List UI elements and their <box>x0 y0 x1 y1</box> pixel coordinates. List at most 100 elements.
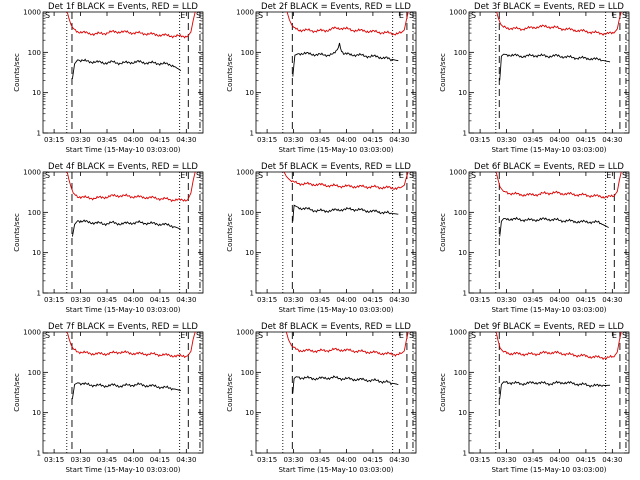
chart-title: Det 6f BLACK = Events, RED = LLD <box>474 162 624 172</box>
chart-panel-1: Det 1f BLACK = Events, RED = LLD 1 10 100 10… <box>13 2 204 154</box>
x-tick-label: 04:00 <box>123 456 143 464</box>
x-tick-label: 03:15 <box>257 136 277 144</box>
series-line-lld <box>495 171 622 199</box>
series-line-events <box>292 375 399 394</box>
series-line-lld <box>286 11 409 36</box>
y-axis-label: Counts/sec <box>226 213 234 252</box>
y-tick-label: 100 <box>454 209 467 217</box>
series-events <box>499 380 611 399</box>
y-tick-label: 1 <box>250 450 254 458</box>
y-tick-label: 100 <box>241 49 254 57</box>
chart-title: Det 3f BLACK = Events, RED = LLD <box>474 2 624 12</box>
x-tick-label: 03:30 <box>496 136 516 144</box>
start-marker-right: S <box>409 171 414 180</box>
series-lld <box>495 331 622 361</box>
chart-title: Det 1f BLACK = Events, RED = LLD <box>48 2 198 12</box>
x-tick-label: 03:45 <box>310 296 330 304</box>
x-tick-label: 04:00 <box>549 136 569 144</box>
x-tick-label: 04:15 <box>150 296 170 304</box>
series-events <box>71 58 182 79</box>
y-tick-label: 1 <box>250 290 254 298</box>
chart-title: Det 8f BLACK = Events, RED = LLD <box>261 322 411 332</box>
x-tick-label: 04:15 <box>576 456 596 464</box>
start-marker: S <box>258 331 263 340</box>
x-tick-label: 04:30 <box>389 296 409 304</box>
series-events <box>292 42 399 77</box>
x-axis-label: Start Time (15-May-10 03:03:00) <box>491 466 606 474</box>
start-marker: S <box>471 11 476 20</box>
x-tick-label: 03:30 <box>70 136 90 144</box>
end-marker: E <box>399 11 404 20</box>
y-axis-label: Counts/sec <box>13 213 21 252</box>
x-tick-label: 03:45 <box>523 456 543 464</box>
plot-frame <box>468 11 630 134</box>
x-tick-label: 03:15 <box>44 296 64 304</box>
chart-panel-8: Det 8f BLACK = Events, RED = LLD 1 10 100 10… <box>226 322 417 474</box>
y-tick-label: 1000 <box>236 329 254 337</box>
y-tick-label: 1 <box>463 290 467 298</box>
x-tick-label: 04:30 <box>602 456 622 464</box>
plot-frame <box>468 171 630 294</box>
series-line-lld <box>66 171 196 203</box>
series-line-lld <box>496 11 622 36</box>
chart-panel-9: Det 9f BLACK = Events, RED = LLD 1 10 100 10… <box>439 322 630 474</box>
chart-panel-2: Det 2f BLACK = Events, RED = LLD 1 10 100 10… <box>226 2 417 154</box>
start-marker: S <box>258 11 263 20</box>
start-marker: S <box>45 11 50 20</box>
series-line-events <box>292 204 399 222</box>
x-axis-label: Start Time (15-May-10 03:03:00) <box>491 306 606 314</box>
plot-frame <box>42 171 204 294</box>
x-tick-label: 04:30 <box>176 456 196 464</box>
y-axis-label: Counts/sec <box>226 373 234 412</box>
x-axis-label: Start Time (15-May-10 03:03:00) <box>65 466 180 474</box>
x-tick-label: 03:15 <box>257 296 277 304</box>
plot-frame <box>255 171 417 294</box>
chart-title: Det 5f BLACK = Events, RED = LLD <box>261 162 411 172</box>
x-tick-label: 04:15 <box>363 456 383 464</box>
x-tick-label: 03:30 <box>70 456 90 464</box>
end-marker: E <box>612 331 617 340</box>
x-tick-label: 04:30 <box>602 136 622 144</box>
end-marker: E <box>612 11 617 20</box>
x-axis-label: Start Time (15-May-10 03:03:00) <box>65 146 180 154</box>
chart-title: Det 4f BLACK = Events, RED = LLD <box>48 162 198 172</box>
end-marker: E <box>180 11 185 20</box>
y-tick-label: 1000 <box>449 169 467 177</box>
y-tick-label: 100 <box>241 209 254 217</box>
series-lld <box>285 331 409 357</box>
series-line-lld <box>283 171 409 191</box>
y-tick-label: 100 <box>241 369 254 377</box>
x-axis-label: Start Time (15-May-10 03:03:00) <box>278 306 393 314</box>
x-tick-label: 03:45 <box>523 136 543 144</box>
series-line-lld <box>285 331 409 357</box>
y-tick-label: 10 <box>245 409 254 417</box>
start-marker: S <box>471 171 476 180</box>
y-tick-label: 1 <box>463 130 467 138</box>
start-marker-right: S <box>622 331 627 340</box>
series-lld <box>283 171 409 191</box>
plot-frame <box>42 11 204 134</box>
series-line-events <box>292 42 399 77</box>
start-marker-right: S <box>622 11 627 20</box>
x-tick-label: 03:15 <box>470 136 490 144</box>
end-marker: E <box>180 171 185 180</box>
x-axis-label: Start Time (15-May-10 03:03:00) <box>65 306 180 314</box>
x-tick-label: 03:30 <box>283 456 303 464</box>
y-tick-label: 100 <box>454 369 467 377</box>
start-marker-right: S <box>409 11 414 20</box>
series-line-events <box>499 216 609 237</box>
x-tick-label: 03:30 <box>496 296 516 304</box>
end-marker: E <box>399 171 404 180</box>
plot-frame <box>42 331 204 454</box>
y-axis-label: Counts/sec <box>226 53 234 92</box>
series-line-lld <box>495 331 622 361</box>
chart-panel-7: Det 7f BLACK = Events, RED = LLD 1 10 100 10… <box>13 322 204 474</box>
x-tick-label: 04:15 <box>150 136 170 144</box>
series-events <box>499 216 609 237</box>
start-marker-right: S <box>196 331 201 340</box>
x-tick-label: 04:00 <box>123 296 143 304</box>
x-tick-label: 04:30 <box>176 136 196 144</box>
x-axis-label: Start Time (15-May-10 03:03:00) <box>491 146 606 154</box>
x-tick-label: 03:45 <box>310 136 330 144</box>
y-tick-label: 10 <box>458 409 467 417</box>
